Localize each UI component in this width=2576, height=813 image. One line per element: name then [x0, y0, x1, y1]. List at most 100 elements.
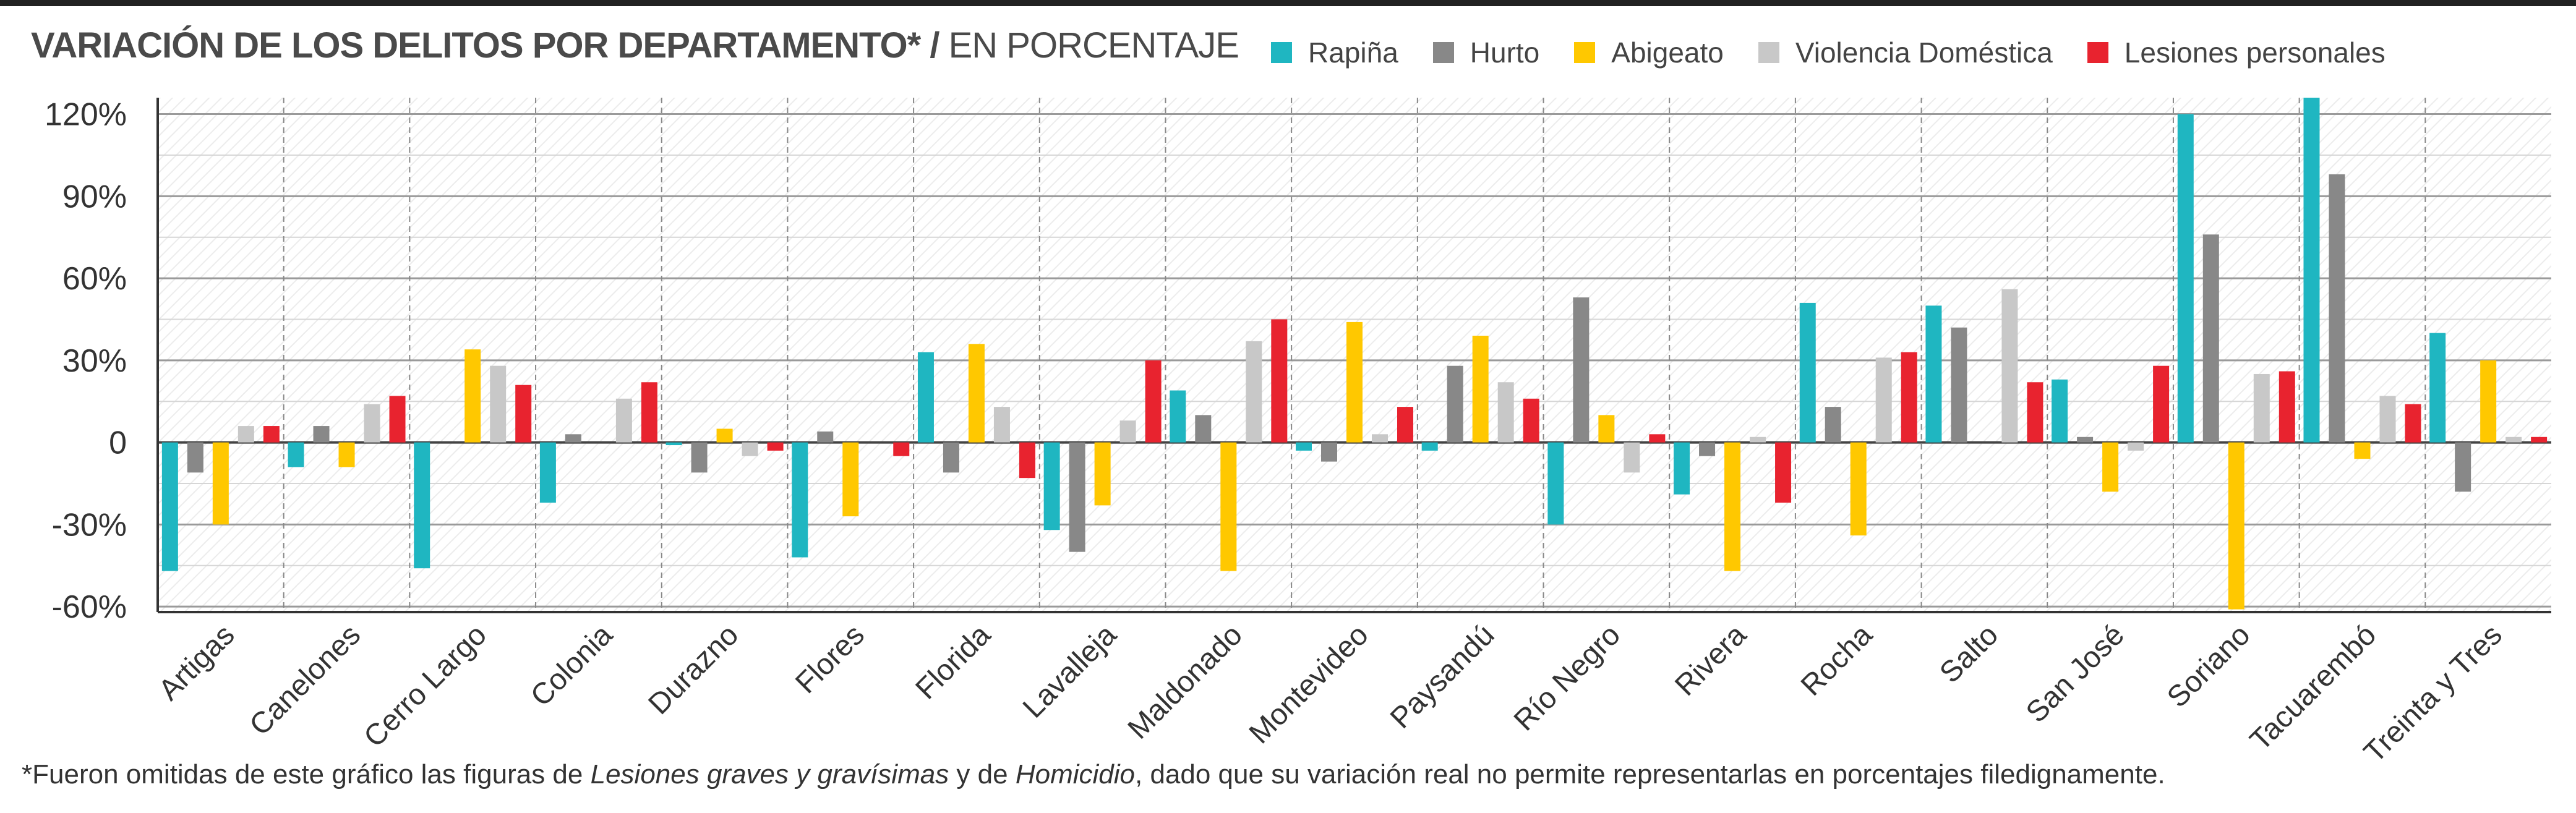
legend: Rapiña Hurto Abigeato Violencia Doméstic… [1271, 31, 2420, 74]
bar-hurto-rivera [1699, 442, 1716, 456]
bar-rapina-rio-negro [1547, 442, 1564, 525]
bar-violencia-domestica-artigas [237, 426, 254, 443]
bar-rapina-maldonado [1170, 390, 1186, 443]
bar-violencia-domestica-salto [2001, 289, 2018, 443]
bar-lesiones-personales-maldonado [1271, 319, 1288, 443]
bar-lesiones-personales-durazno [767, 442, 784, 451]
legend-label-lesiones-personales: Lesiones personales [2124, 36, 2386, 69]
bar-rapina-paysandu [1421, 442, 1438, 451]
bar-rapina-colonia [539, 442, 556, 503]
bar-abigeato-flores [842, 442, 859, 517]
bar-violencia-domestica-lavalleja [1119, 420, 1136, 443]
top-rule [0, 0, 2576, 6]
bar-lesiones-personales-artigas [263, 426, 280, 443]
legend-swatch-abigeato [1574, 42, 1596, 63]
bar-lesiones-personales-canelones [389, 396, 406, 443]
bar-lesiones-personales-colonia [641, 382, 657, 443]
bar-lesiones-personales-montevideo [1397, 407, 1413, 443]
footnote-text-2: y de [949, 759, 1016, 790]
bar-hurto-florida [943, 442, 959, 473]
bar-abigeato-maldonado [1220, 442, 1237, 571]
bar-rapina-cerro-largo [414, 442, 430, 569]
chart-title: VARIACIÓN DE LOS DELITOS POR DEPARTAMENT… [31, 25, 1239, 66]
legend-item-abigeato: Abigeato [1574, 36, 1724, 69]
legend-swatch-lesiones-personales [2087, 42, 2108, 63]
bar-abigeato-rocha [1850, 442, 1867, 536]
bar-violencia-domestica-soriano [2253, 373, 2270, 443]
bar-rapina-san-jose [2052, 379, 2068, 443]
bar-hurto-durazno [691, 442, 708, 473]
bar-violencia-domestica-rio-negro [1624, 442, 1640, 473]
legend-label-violencia-domestica: Violencia Doméstica [1795, 36, 2053, 69]
bar-abigeato-paysandu [1472, 336, 1489, 443]
bar-lesiones-personales-rio-negro [1649, 434, 1666, 443]
x-tick-label-florida: Florida [910, 618, 997, 705]
x-tick-label-canelones: Canelones [244, 618, 367, 742]
bar-hurto-canelones [313, 426, 330, 443]
x-tick-label-soriano: Soriano [2161, 618, 2256, 713]
legend-label-hurto: Hurto [1470, 36, 1540, 69]
bar-rapina-flores [792, 442, 808, 558]
bar-hurto-rio-negro [1573, 297, 1590, 443]
bar-rapina-canelones [288, 442, 304, 467]
bar-lesiones-personales-rocha [1901, 352, 1917, 443]
bar-hurto-san-jose [2077, 436, 2094, 443]
bar-lesiones-personales-tacuarembo [2405, 404, 2421, 443]
bar-abigeato-artigas [212, 442, 229, 525]
bar-rapina-montevideo [1296, 442, 1312, 451]
title-unit: EN PORCENTAJE [948, 25, 1239, 66]
bar-violencia-domestica-colonia [615, 398, 632, 443]
bar-lesiones-personales-paysandu [1523, 398, 1539, 443]
x-tick-label-artigas: Artigas [153, 618, 241, 707]
x-tick-label-colonia: Colonia [524, 618, 619, 713]
y-tick-label: -30% [52, 507, 127, 543]
y-tick-label: -60% [52, 589, 127, 625]
x-tick-label-paysandu: Paysandú [1384, 618, 1500, 734]
title-separator: / [930, 25, 939, 66]
footnote-text-1: *Fueron omitidas de este gráfico las fig… [22, 759, 591, 790]
bar-lesiones-personales-treinta-y-tres [2531, 436, 2548, 443]
bar-lesiones-personales-salto [2027, 382, 2043, 443]
bar-rapina-tacuarembo [2303, 98, 2320, 443]
bar-hurto-soriano [2202, 234, 2219, 443]
bar-violencia-domestica-florida [993, 407, 1010, 443]
bar-violencia-domestica-san-jose [2128, 442, 2144, 451]
bar-violencia-domestica-paysandu [1497, 382, 1514, 443]
legend-label-rapina: Rapiña [1308, 36, 1398, 69]
bar-rapina-artigas [161, 442, 178, 571]
bar-hurto-tacuarembo [2329, 174, 2345, 443]
x-tick-label-montevideo: Montevideo [1243, 618, 1375, 750]
bar-lesiones-personales-florida [1019, 442, 1035, 479]
bar-abigeato-san-jose [2102, 442, 2119, 492]
title-main: VARIACIÓN DE LOS DELITOS POR DEPARTAMENT… [31, 25, 921, 66]
bar-abigeato-treinta-y-tres [2480, 360, 2497, 443]
x-tick-label-tacuarembo: Tacuarembó [2244, 618, 2382, 757]
bar-abigeato-florida [968, 344, 985, 443]
x-tick-label-rocha: Rocha [1795, 618, 1879, 702]
bar-abigeato-tacuarembo [2354, 442, 2371, 459]
x-tick-label-salto: Salto [1933, 618, 2005, 689]
footnote-italic-2: Homicidio [1015, 759, 1135, 790]
bar-lesiones-personales-soriano [2279, 371, 2295, 443]
x-tick-label-san-jose: San José [2020, 618, 2131, 729]
bar-abigeato-soriano [2228, 442, 2244, 610]
y-tick-label: 120% [45, 97, 127, 133]
bar-violencia-domestica-durazno [742, 442, 758, 456]
bar-abigeato-durazno [716, 428, 733, 443]
bar-violencia-domestica-rivera [1750, 436, 1766, 443]
footnote-italic-1: Lesiones graves y gravísimas [590, 759, 949, 790]
x-tick-label-maldonado: Maldonado [1122, 618, 1249, 745]
x-tick-label-rio-negro: Río Negro [1508, 618, 1627, 737]
bar-rapina-florida [917, 352, 934, 443]
bar-abigeato-montevideo [1346, 321, 1363, 443]
bar-hurto-lavalleja [1069, 442, 1085, 552]
bar-hurto-rocha [1825, 407, 1841, 443]
legend-swatch-rapina [1271, 42, 1292, 63]
legend-label-abigeato: Abigeato [1611, 36, 1724, 69]
y-tick-label: 30% [62, 343, 127, 379]
bar-hurto-colonia [565, 434, 581, 443]
bar-abigeato-rio-negro [1598, 415, 1615, 443]
legend-swatch-hurto [1432, 42, 1454, 63]
bar-hurto-treinta-y-tres [2455, 442, 2471, 492]
